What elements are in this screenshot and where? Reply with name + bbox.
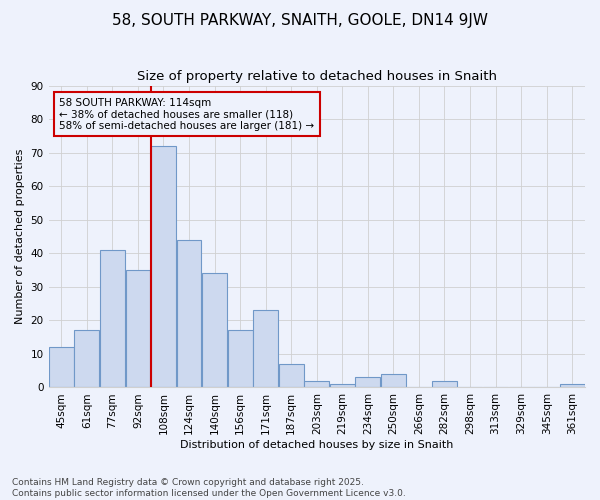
Bar: [228, 330, 253, 388]
Bar: [279, 364, 304, 388]
X-axis label: Distribution of detached houses by size in Snaith: Distribution of detached houses by size …: [180, 440, 454, 450]
Bar: [100, 250, 125, 388]
Bar: [381, 374, 406, 388]
Bar: [432, 380, 457, 388]
Bar: [202, 274, 227, 388]
Bar: [304, 380, 329, 388]
Text: 58 SOUTH PARKWAY: 114sqm
← 38% of detached houses are smaller (118)
58% of semi-: 58 SOUTH PARKWAY: 114sqm ← 38% of detach…: [59, 98, 314, 131]
Text: Contains HM Land Registry data © Crown copyright and database right 2025.
Contai: Contains HM Land Registry data © Crown c…: [12, 478, 406, 498]
Y-axis label: Number of detached properties: Number of detached properties: [15, 149, 25, 324]
Text: 58, SOUTH PARKWAY, SNAITH, GOOLE, DN14 9JW: 58, SOUTH PARKWAY, SNAITH, GOOLE, DN14 9…: [112, 12, 488, 28]
Bar: [560, 384, 584, 388]
Bar: [355, 378, 380, 388]
Bar: [253, 310, 278, 388]
Bar: [151, 146, 176, 388]
Bar: [49, 347, 74, 388]
Bar: [74, 330, 99, 388]
Bar: [125, 270, 151, 388]
Bar: [176, 240, 202, 388]
Title: Size of property relative to detached houses in Snaith: Size of property relative to detached ho…: [137, 70, 497, 83]
Bar: [330, 384, 355, 388]
